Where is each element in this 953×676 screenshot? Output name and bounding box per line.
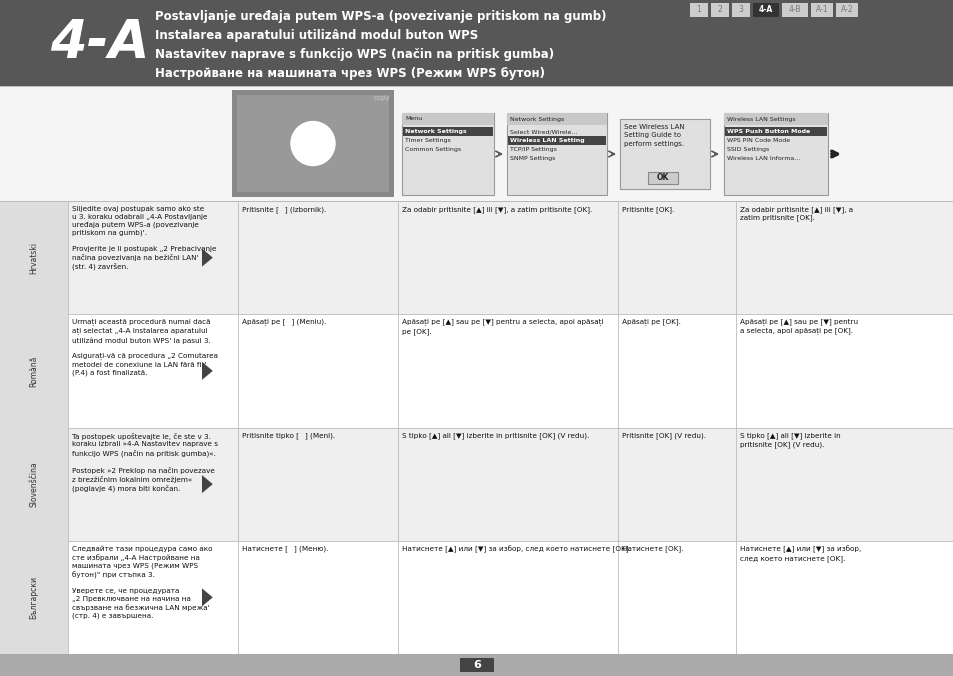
FancyBboxPatch shape: [459, 658, 494, 672]
Text: Wireless LAN Setting: Wireless LAN Setting: [510, 138, 584, 143]
Polygon shape: [202, 249, 213, 266]
FancyBboxPatch shape: [752, 3, 779, 17]
Text: Română: Română: [30, 355, 38, 387]
FancyBboxPatch shape: [506, 113, 606, 195]
Text: S tipko [▲] ali [▼] izberite in pritisnite [OK] (V redu).: S tipko [▲] ali [▼] izberite in pritisni…: [401, 433, 589, 439]
Text: 6: 6: [473, 660, 480, 670]
Text: Network Settings: Network Settings: [405, 129, 466, 134]
FancyBboxPatch shape: [835, 3, 857, 17]
FancyBboxPatch shape: [506, 113, 606, 125]
Circle shape: [291, 122, 335, 166]
Text: TCP/IP Settings: TCP/IP Settings: [510, 147, 557, 152]
FancyBboxPatch shape: [0, 654, 953, 676]
FancyBboxPatch shape: [236, 95, 389, 192]
Text: SNMP Settings: SNMP Settings: [510, 156, 555, 161]
Text: Apăsați pe [    ] (Meniu).: Apăsați pe [ ] (Meniu).: [242, 319, 326, 327]
FancyBboxPatch shape: [68, 427, 953, 541]
Text: Menu: Menu: [405, 116, 422, 122]
Text: 2: 2: [717, 5, 721, 14]
Text: Apăsați pe [▲] sau pe [▼] pentru
a selecta, apoi apăsați pe [OK].: Apăsați pe [▲] sau pe [▼] pentru a selec…: [740, 319, 858, 335]
FancyBboxPatch shape: [0, 541, 68, 654]
Text: Za odabir pritisnite [▲] ili [▼], a
zatim pritisnite [OK].: Za odabir pritisnite [▲] ili [▼], a zati…: [740, 206, 852, 221]
Text: WPS Push Button Mode: WPS Push Button Mode: [726, 129, 809, 134]
FancyBboxPatch shape: [710, 3, 728, 17]
Text: 4-B: 4-B: [788, 5, 801, 14]
Text: Nastavitev naprave s funkcijo WPS (način na pritisk gumba): Nastavitev naprave s funkcijo WPS (način…: [154, 48, 554, 61]
FancyBboxPatch shape: [781, 3, 807, 17]
Text: Pritisnite [OK].: Pritisnite [OK].: [621, 206, 674, 213]
FancyBboxPatch shape: [0, 201, 68, 314]
FancyBboxPatch shape: [723, 113, 827, 125]
Text: See Wireless LAN
Setting Guide to
perform settings.: See Wireless LAN Setting Guide to perfor…: [623, 124, 684, 147]
Text: Pritisnite [    ] (Izbornik).: Pritisnite [ ] (Izbornik).: [242, 206, 326, 213]
Text: Wireless LAN Informa...: Wireless LAN Informa...: [726, 156, 800, 161]
Text: 3: 3: [738, 5, 742, 14]
FancyBboxPatch shape: [401, 113, 494, 195]
Text: Common Settings: Common Settings: [405, 147, 460, 152]
FancyBboxPatch shape: [724, 127, 826, 136]
Text: Hrvatski: Hrvatski: [30, 241, 38, 274]
Text: Wireless LAN Settings: Wireless LAN Settings: [726, 116, 795, 122]
FancyBboxPatch shape: [689, 3, 707, 17]
Text: Apăsați pe [▲] sau pe [▼] pentru a selecta, apoi apăsați
pe [OK].: Apăsați pe [▲] sau pe [▼] pentru a selec…: [401, 319, 603, 335]
Text: SSID Settings: SSID Settings: [726, 147, 768, 152]
FancyBboxPatch shape: [810, 3, 832, 17]
FancyBboxPatch shape: [68, 201, 953, 314]
Text: Select Wired/Wirele...: Select Wired/Wirele...: [510, 129, 577, 134]
Text: Настройване на машината чрез WPS (Режим WPS бутон): Настройване на машината чрез WPS (Режим …: [154, 67, 544, 80]
Text: Натиснете [OK].: Натиснете [OK].: [621, 546, 682, 552]
FancyBboxPatch shape: [401, 113, 494, 125]
Text: Timer Settings: Timer Settings: [405, 138, 450, 143]
Text: Apăsați pe [OK].: Apăsați pe [OK].: [621, 319, 680, 327]
FancyBboxPatch shape: [232, 90, 394, 197]
Text: Network Settings: Network Settings: [510, 116, 563, 122]
Text: Urmați această procedură numai dacă
ați selectat „4-A Instalarea aparatului
util: Urmați această procedură numai dacă ați …: [71, 319, 218, 377]
Text: Ta postopek upoštevajte le, če ste v 3.
koraku izbrali »4-A Nastavitev naprave s: Ta postopek upoštevajte le, če ste v 3. …: [71, 433, 218, 492]
Text: Za odabir pritisnite [▲] ili [▼], a zatim pritisnite [OK].: Za odabir pritisnite [▲] ili [▼], a zati…: [401, 206, 592, 213]
Text: Следвайте тази процедура само ако
сте избрали „4-A Настройване на
машината чрез : Следвайте тази процедура само ако сте из…: [71, 546, 213, 619]
Text: Slovenščina: Slovenščina: [30, 461, 38, 507]
Polygon shape: [202, 588, 213, 606]
Text: Pritisnite [OK] (V redu).: Pritisnite [OK] (V redu).: [621, 433, 705, 439]
Text: Instalarea aparatului utilizând modul buton WPS: Instalarea aparatului utilizând modul bu…: [154, 29, 477, 42]
Polygon shape: [202, 475, 213, 493]
Text: copy: copy: [373, 95, 390, 101]
Text: Slijedite ovaj postupak samo ako ste
u 3. koraku odabrali „4-A Postavljanje
uređ: Slijedite ovaj postupak samo ako ste u 3…: [71, 206, 216, 270]
FancyBboxPatch shape: [0, 0, 953, 86]
FancyBboxPatch shape: [68, 541, 953, 654]
Text: Postavljanje uređaja putem WPS-a (povezivanje pritiskom na gumb): Postavljanje uređaja putem WPS-a (povezi…: [154, 10, 606, 23]
FancyBboxPatch shape: [402, 127, 493, 136]
Text: 4-A: 4-A: [51, 17, 150, 69]
FancyBboxPatch shape: [619, 119, 709, 189]
Text: S tipko [▲] ali [▼] izberite in
pritisnite [OK] (V redu).: S tipko [▲] ali [▼] izberite in pritisni…: [740, 433, 840, 448]
FancyBboxPatch shape: [0, 86, 953, 201]
FancyBboxPatch shape: [0, 427, 68, 541]
FancyBboxPatch shape: [723, 113, 827, 195]
Text: Български: Български: [30, 576, 38, 619]
Text: A-1: A-1: [815, 5, 827, 14]
FancyBboxPatch shape: [647, 172, 678, 184]
Text: Натиснете [▲] или [▼] за избор,
след което натиснете [OK].: Натиснете [▲] или [▼] за избор, след кое…: [740, 546, 861, 562]
Text: OK: OK: [656, 174, 668, 183]
Text: Pritisnite tipko [    ] (Meni).: Pritisnite tipko [ ] (Meni).: [242, 433, 335, 439]
Text: WPS PIN Code Mode: WPS PIN Code Mode: [726, 138, 789, 143]
Text: 1: 1: [696, 5, 700, 14]
Text: Натиснете [    ] (Меню).: Натиснете [ ] (Меню).: [242, 546, 328, 552]
Text: A-2: A-2: [840, 5, 852, 14]
FancyBboxPatch shape: [507, 136, 605, 145]
Polygon shape: [202, 362, 213, 380]
FancyBboxPatch shape: [68, 314, 953, 427]
Text: Натиснете [▲] или [▼] за избор, след което натиснете [OK].: Натиснете [▲] или [▼] за избор, след кое…: [401, 546, 630, 554]
FancyBboxPatch shape: [0, 314, 68, 427]
FancyBboxPatch shape: [731, 3, 749, 17]
Text: 4-A: 4-A: [758, 5, 772, 14]
